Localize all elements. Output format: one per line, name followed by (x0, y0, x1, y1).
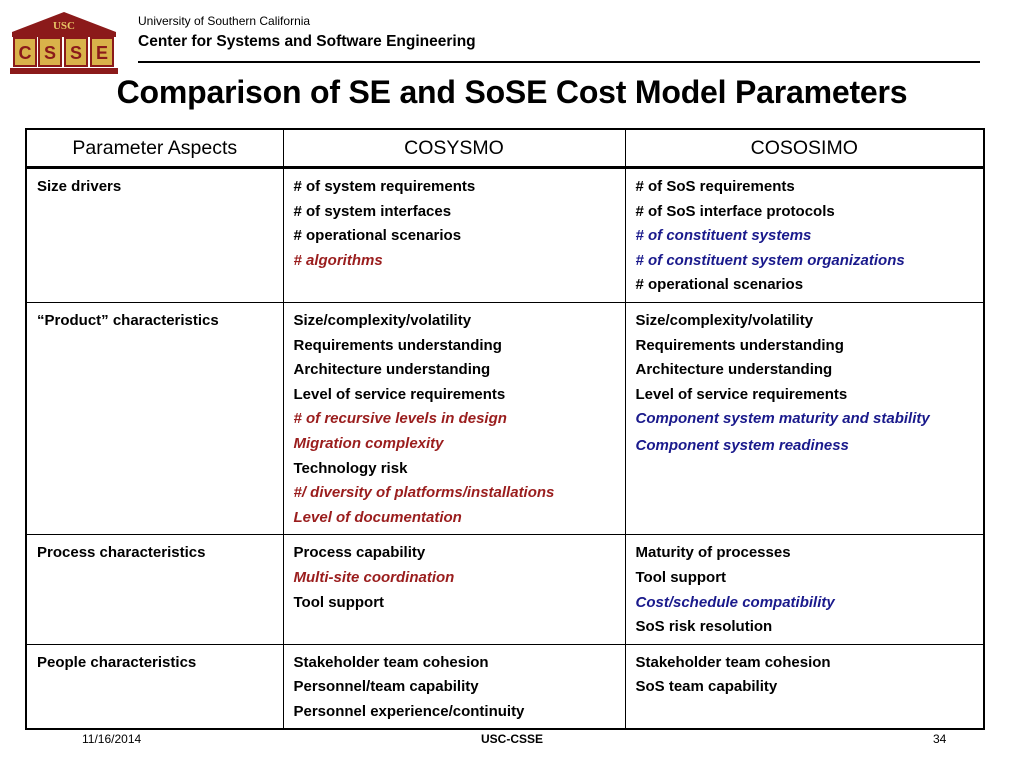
cososimo-parameter: # of SoS requirements (635, 178, 795, 195)
cosysmo-parameter: Stakeholder team cohesion (293, 653, 489, 671)
aspect-cell: Size drivers (25, 167, 284, 303)
cososimo-parameter: # operational scenarios (635, 276, 804, 294)
cosysmo-parameter: Multi-site coordination (293, 568, 455, 586)
cosysmo-parameter: # of system requirements (293, 178, 476, 195)
column-header-aspects: Parameter Aspects (25, 128, 284, 169)
slide-title: Comparison of SE and SoSE Cost Model Par… (116, 74, 908, 110)
cosysmo-parameter: Level of documentation (293, 508, 462, 526)
cososimo-cell: Stakeholder team cohesion SoS team capabi… (624, 643, 985, 730)
header-divider (138, 61, 980, 63)
cososimo-cell: # of SoS requirements # of SoS interface … (624, 167, 985, 303)
cososimo-cell: Size/complexity/volatility Requirements u… (624, 301, 985, 536)
cososimo-parameter: Architecture understanding (635, 361, 833, 379)
logo-usc-text: USC (53, 20, 75, 32)
cososimo-parameter: # of constituent system organizations (635, 251, 905, 269)
cosysmo-parameter: Size/complexity/volatility (293, 311, 472, 329)
cosysmo-parameter: Requirements understanding (293, 336, 502, 354)
cosysmo-parameter: Architecture understanding (293, 361, 491, 379)
cososimo-parameter: Stakeholder team cohesion (635, 653, 831, 671)
cosysmo-parameter: Technology risk (293, 459, 408, 477)
cosysmo-parameter: # of system interfaces (293, 202, 452, 220)
cosysmo-parameter: # algorithms (293, 251, 383, 269)
cosysmo-parameter: # of recursive levels in design (293, 410, 507, 428)
table-header-row: Parameter Aspects COSYSMO COSOSIMO (25, 128, 985, 169)
cososimo-parameter: Size/complexity/volatility (635, 311, 814, 329)
cososimo-parameter: Level of service requirements (635, 385, 848, 403)
cososimo-cell: Maturity of processes Tool support Cost/sc… (624, 534, 985, 645)
cosysmo-parameter: #/ diversity of platforms/installations (293, 484, 555, 502)
cosysmo-parameter: Tool support (293, 593, 385, 611)
cososimo-parameter: Tool support (635, 568, 727, 586)
page-number: 34 (933, 732, 947, 746)
column-header-cososimo: COSOSIMO (624, 128, 985, 169)
comparison-table: Parameter Aspects COSYSMO COSOSIMO Size … (25, 128, 985, 731)
cososimo-parameter: Component system maturity and stability (635, 410, 930, 428)
cosysmo-parameter: # operational scenarios (293, 227, 462, 245)
logo-letter: C (19, 43, 32, 63)
logo-letter: S (44, 43, 56, 63)
aspect-cell: Process characteristics (25, 534, 284, 645)
cosysmo-cell: Stakeholder team cohesion Personnel/team … (282, 643, 626, 730)
table-row: Size drivers # of system requirements # of… (25, 167, 985, 303)
column-header-cosysmo: COSYSMO (282, 128, 626, 169)
cososimo-parameter: Component system readiness (635, 436, 849, 454)
cososimo-parameter: Cost/schedule compatibility (635, 593, 835, 611)
cososimo-parameter: # of constituent systems (635, 227, 812, 245)
cosysmo-cell: Size/complexity/volatility Requirements u… (282, 301, 626, 536)
footer-label: USC-CSSE (480, 732, 543, 746)
cososimo-parameter: # of SoS interface protocols (635, 202, 835, 220)
footer-date: 11/16/2014 (82, 732, 142, 746)
table-row: People characteristics Stakeholder team c… (25, 643, 985, 730)
org-center: Center for Systems and Software Engineer… (138, 33, 476, 50)
cososimo-parameter: SoS team capability (635, 678, 778, 696)
cosysmo-parameter: Personnel experience/continuity (293, 702, 525, 720)
cososimo-parameter: Maturity of processes (635, 544, 791, 562)
cososimo-parameter: Requirements understanding (635, 336, 844, 354)
cosysmo-parameter: Process capability (293, 544, 426, 562)
usc-csse-logo: USC C S S E (8, 10, 120, 76)
cosysmo-cell: Process capability Multi-site coordinatio… (282, 534, 626, 645)
org-university: University of Southern California (138, 14, 311, 28)
cosysmo-parameter: Personnel/team capability (293, 678, 479, 696)
cosysmo-parameter: Migration complexity (293, 434, 444, 452)
cososimo-parameter: SoS risk resolution (635, 618, 773, 636)
cosysmo-parameter: Level of service requirements (293, 385, 506, 403)
aspect-cell: “Product” characteristics (25, 301, 284, 536)
table-row: Process characteristics Process capabilit… (25, 534, 985, 645)
table-row: “Product” characteristics Size/complexity… (25, 301, 985, 536)
cosysmo-cell: # of system requirements # of system inte… (282, 167, 626, 303)
aspect-cell: People characteristics (25, 643, 284, 730)
logo-letter: E (96, 43, 108, 63)
logo-letter: S (70, 43, 82, 63)
